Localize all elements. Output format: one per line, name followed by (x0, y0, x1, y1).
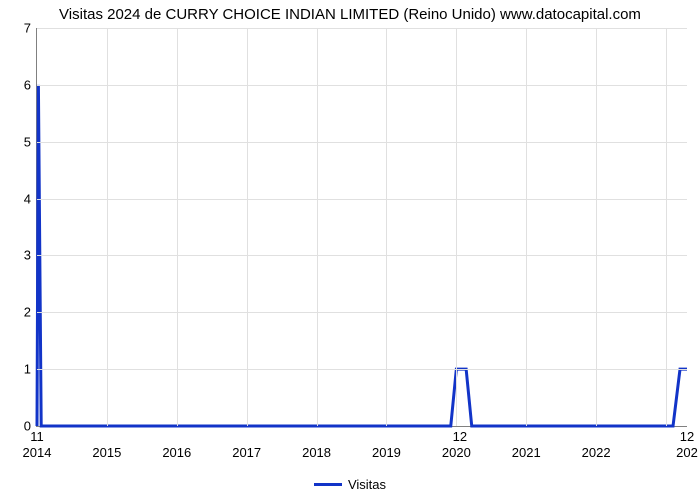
gridline-h (37, 142, 687, 143)
xtick-year-label: 2019 (372, 445, 401, 460)
gridline-v (526, 28, 527, 426)
xtick-year-label: 2020 (442, 445, 471, 460)
xtick-year-label: 2017 (232, 445, 261, 460)
gridline-h (37, 199, 687, 200)
legend-label: Visitas (348, 477, 386, 492)
xtick-month-label: 12 (453, 429, 467, 444)
ytick-label: 3 (24, 248, 37, 263)
gridline-v (456, 28, 457, 426)
ytick-label: 1 (24, 362, 37, 377)
ytick-label: 6 (24, 77, 37, 92)
gridline-v (247, 28, 248, 426)
gridline-h (37, 312, 687, 313)
gridline-v (317, 28, 318, 426)
ytick-label: 4 (24, 191, 37, 206)
xtick-year-label: 2016 (162, 445, 191, 460)
xtick-month-label: 11 (30, 429, 44, 444)
legend: Visitas (0, 476, 700, 492)
gridline-h (37, 255, 687, 256)
gridline-v (596, 28, 597, 426)
ytick-label: 2 (24, 305, 37, 320)
xtick-year-label: 2015 (92, 445, 121, 460)
gridline-v (666, 28, 667, 426)
line-layer (37, 28, 687, 426)
xtick-year-label: 2022 (582, 445, 611, 460)
legend-swatch (314, 483, 342, 486)
xtick-year-label: 2021 (512, 445, 541, 460)
gridline-v (177, 28, 178, 426)
gridline-h (37, 28, 687, 29)
gridline-h (37, 85, 687, 86)
ytick-label: 7 (24, 21, 37, 36)
gridline-v (386, 28, 387, 426)
xtick-month-label: 12 (680, 429, 694, 444)
gridline-v (107, 28, 108, 426)
chart-title: Visitas 2024 de CURRY CHOICE INDIAN LIMI… (0, 6, 700, 23)
xtick-year-label: 2014 (23, 445, 52, 460)
ytick-label: 5 (24, 134, 37, 149)
gridline-h (37, 369, 687, 370)
visits-chart: Visitas 2024 de CURRY CHOICE INDIAN LIMI… (0, 0, 700, 500)
plot-area: 0123456711121220142015201620172018201920… (36, 28, 687, 427)
xtick-year-label: 202 (676, 445, 698, 460)
xtick-year-label: 2018 (302, 445, 331, 460)
